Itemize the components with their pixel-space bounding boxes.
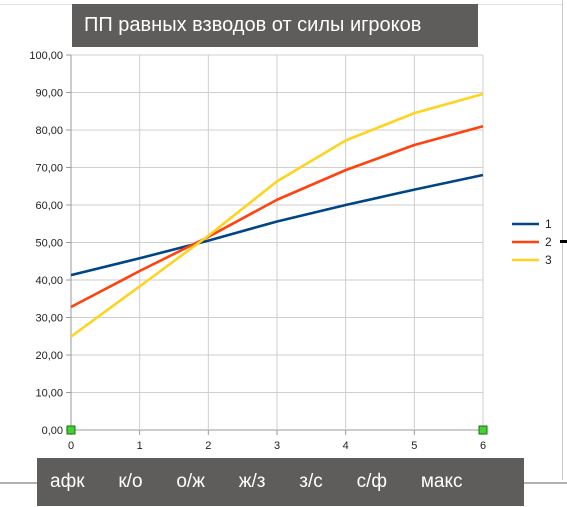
x-tick-label: 4 — [343, 440, 349, 452]
y-tick-label: 70,00 — [35, 163, 63, 175]
series-line-3 — [70, 92, 484, 338]
category-caption-bar: афк к/о о/ж ж/з з/с с/ф макс — [37, 458, 524, 506]
y-tick-label: 0,00 — [42, 425, 63, 437]
x-axis-ticks: 0 1 2 3 4 5 6 — [68, 440, 486, 452]
chart-title: ПП равных взводов от силы игроков — [72, 4, 478, 47]
y-tick-label: 50,00 — [35, 238, 63, 250]
frame-handle-mark — [560, 240, 567, 243]
legend-label: 3 — [545, 253, 552, 267]
x-tick-label: 2 — [205, 440, 211, 452]
y-tick-label: 30,00 — [35, 313, 63, 325]
resize-handle[interactable] — [66, 425, 76, 435]
y-tick-label: 10,00 — [35, 388, 63, 400]
category-caption-text: афк к/о о/ж ж/з з/с с/ф макс — [50, 471, 463, 492]
x-tick-label: 0 — [68, 440, 74, 452]
y-axis-ticks: 0,00 10,00 20,00 30,00 40,00 50,00 60,00 70,00 8… — [29, 50, 63, 437]
x-tick-label: 6 — [480, 440, 486, 452]
x-tick-label: 3 — [274, 440, 280, 452]
y-tick-label: 80,00 — [35, 125, 63, 137]
legend-label: 1 — [545, 217, 552, 231]
selection-handles[interactable] — [66, 425, 488, 435]
resize-handle[interactable] — [478, 425, 488, 435]
legend-label: 2 — [545, 235, 552, 249]
y-tick-label: 60,00 — [35, 200, 63, 212]
y-tick-label: 100,00 — [29, 50, 63, 62]
chart-title-text: ПП равных взводов от силы игроков — [84, 14, 422, 36]
x-tick-label: 5 — [411, 440, 417, 452]
grid-lines — [66, 54, 484, 435]
series-lines — [70, 92, 484, 338]
y-tick-label: 40,00 — [35, 275, 63, 287]
series-line-2 — [70, 124, 484, 309]
legend: 1 2 3 — [512, 217, 552, 267]
y-tick-label: 90,00 — [35, 88, 63, 100]
series-line-1 — [70, 173, 484, 277]
x-tick-label: 1 — [137, 440, 143, 452]
y-tick-label: 20,00 — [35, 350, 63, 362]
